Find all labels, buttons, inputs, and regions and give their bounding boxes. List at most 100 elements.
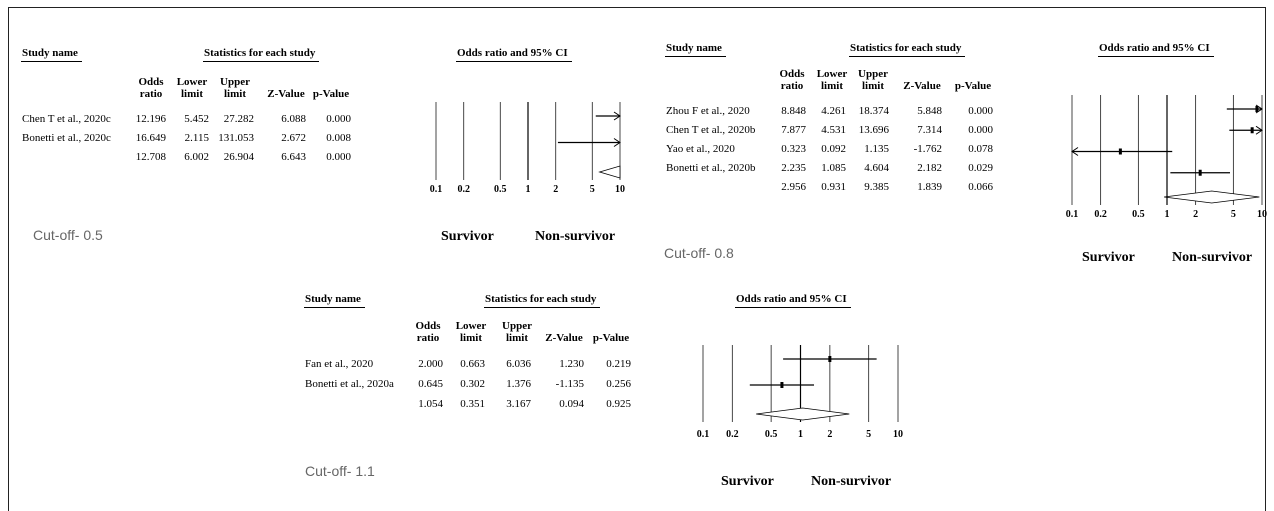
favours-non-survivor-label: Non-survivor	[535, 229, 616, 244]
study-odds-ratio: 2.235	[781, 162, 806, 174]
statistics-header: Statistics for each study	[483, 293, 601, 308]
study-odds-ratio: 2.000	[418, 358, 443, 370]
pooled-diamond	[1164, 190, 1260, 204]
study-p-value: 0.000	[968, 124, 993, 136]
cutoff-label: Cut-off- 0.5	[33, 227, 103, 243]
pooled-lower-limit: 6.002	[184, 151, 209, 163]
study-z-value: 2.672	[281, 132, 306, 144]
x-tick-label: 10	[1257, 209, 1267, 220]
study-name: Yao et al., 2020	[666, 143, 735, 155]
column-header-odds-ratio: Odds ratio	[138, 76, 164, 100]
x-tick-label: 1	[798, 429, 803, 440]
study-upper-limit: 13.696	[858, 124, 889, 136]
favours-non-survivor-label: Non-survivor	[811, 474, 892, 489]
x-tick-label: 2	[827, 429, 832, 440]
column-header-odds-ratio: Odds ratio	[779, 68, 805, 92]
point-estimate	[1118, 148, 1122, 155]
study-p-value: 0.000	[326, 113, 351, 125]
study-lower-limit: 1.085	[821, 162, 846, 174]
favours-survivor-label: Survivor	[441, 229, 494, 244]
study-upper-limit: 6.036	[506, 358, 531, 370]
study-lower-limit: 4.531	[821, 124, 846, 136]
x-tick-label: 0.2	[726, 429, 739, 440]
study-upper-limit: 1.135	[864, 143, 889, 155]
study-z-value: 2.182	[917, 162, 942, 174]
study-lower-limit: 4.261	[821, 105, 846, 117]
column-header-p-value: p-Value	[592, 332, 630, 344]
column-header-lower-limit: Lower limit	[816, 68, 848, 92]
pooled-lower-limit: 0.351	[460, 398, 485, 410]
x-tick-label: 0.1	[430, 184, 443, 195]
study-lower-limit: 0.302	[460, 378, 485, 390]
favours-survivor-label: Survivor	[721, 474, 774, 489]
point-estimate	[1250, 127, 1254, 134]
pooled-diamond	[598, 165, 621, 179]
pooled-p-value: 0.000	[326, 151, 351, 163]
x-tick-label: 1	[1165, 209, 1170, 220]
pooled-z-value: 0.094	[559, 398, 584, 410]
column-header-z-value: Z-Value	[267, 88, 305, 100]
study-p-value: 0.008	[326, 132, 351, 144]
study-z-value: -1.135	[555, 378, 584, 390]
study-lower-limit: 5.452	[184, 113, 209, 125]
study-name: Chen T et al., 2020c	[22, 113, 111, 125]
column-header-upper-limit: Upper limit	[220, 76, 250, 100]
favours-non-survivor-label: Non-survivor	[1172, 250, 1253, 265]
x-tick-label: 5	[866, 429, 871, 440]
study-lower-limit: 2.115	[184, 132, 209, 144]
study-z-value: 1.230	[559, 358, 584, 370]
study-p-value: 0.078	[968, 143, 993, 155]
column-header-upper-limit: Upper limit	[858, 68, 888, 92]
x-tick-label: 0.5	[1132, 209, 1145, 220]
x-tick-label: 0.2	[457, 184, 470, 195]
odds-ratio-ci-header: Odds ratio and 95% CI	[735, 293, 851, 308]
study-lower-limit: 0.092	[821, 143, 846, 155]
column-header-z-value: Z-Value	[903, 80, 941, 92]
x-tick-label: 10	[615, 184, 625, 195]
pooled-odds-ratio: 1.054	[418, 398, 443, 410]
ci-arrow-right	[1255, 125, 1263, 135]
odds-ratio-ci-header: Odds ratio and 95% CI	[456, 47, 572, 62]
study-z-value: 7.314	[917, 124, 942, 136]
x-tick-label: 0.5	[765, 429, 778, 440]
column-header-lower-limit: Lower limit	[176, 76, 208, 100]
pooled-lower-limit: 0.931	[821, 181, 846, 193]
cutoff-label: Cut-off- 0.8	[664, 245, 734, 261]
study-lower-limit: 0.663	[460, 358, 485, 370]
x-tick-label: 5	[590, 184, 595, 195]
study-odds-ratio: 0.645	[418, 378, 443, 390]
x-tick-label: 5	[1231, 209, 1236, 220]
study-upper-limit: 131.053	[218, 132, 254, 144]
column-header-p-value: p-Value	[312, 88, 350, 100]
pooled-odds-ratio: 12.708	[135, 151, 166, 163]
pooled-upper-limit: 3.167	[506, 398, 531, 410]
study-upper-limit: 18.374	[858, 105, 889, 117]
study-name: Bonetti et al., 2020c	[22, 132, 111, 144]
study-p-value: 0.000	[968, 105, 993, 117]
odds-ratio-ci-header: Odds ratio and 95% CI	[1098, 42, 1214, 57]
statistics-header: Statistics for each study	[848, 42, 966, 57]
study-name: Zhou F et al., 2020	[666, 105, 750, 117]
study-odds-ratio: 12.196	[135, 113, 166, 125]
figure-border	[8, 7, 1266, 511]
x-tick-label: 0.2	[1094, 209, 1107, 220]
study-upper-limit: 27.282	[223, 113, 254, 125]
point-estimate	[780, 382, 784, 388]
study-odds-ratio: 7.877	[781, 124, 806, 136]
x-tick-label: 2	[1193, 209, 1198, 220]
x-tick-label: 10	[893, 429, 903, 440]
study-z-value: 6.088	[281, 113, 306, 125]
study-p-value: 0.029	[968, 162, 993, 174]
study-odds-ratio: 0.323	[781, 143, 806, 155]
pooled-upper-limit: 26.904	[223, 151, 254, 163]
study-z-value: 5.848	[917, 105, 942, 117]
pooled-p-value: 0.066	[968, 181, 993, 193]
x-tick-label: 1	[526, 184, 531, 195]
x-tick-label: 2	[553, 184, 558, 195]
pooled-diamond	[756, 407, 850, 421]
study-name-header: Study name	[665, 42, 726, 57]
